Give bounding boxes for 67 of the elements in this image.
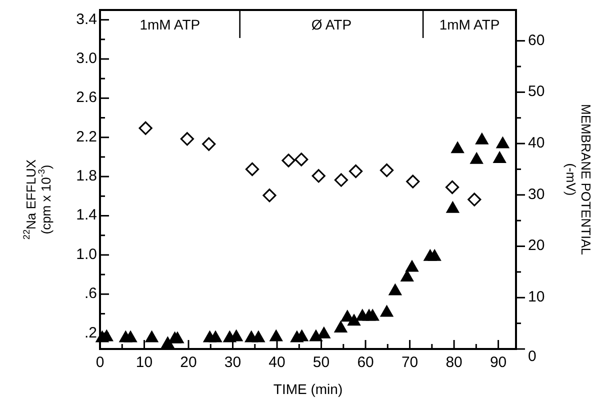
y2-tick-label: 40: [528, 134, 545, 152]
point: [493, 151, 506, 163]
y-tick-label: 3.0: [76, 50, 97, 67]
x-tick-label: 50: [312, 354, 330, 371]
point: [451, 142, 464, 154]
y-tick-label: .6: [84, 285, 97, 302]
y2-tick-label: 30: [528, 186, 545, 203]
x-tick-label: 80: [446, 354, 462, 371]
x-tick-label: 10: [136, 354, 153, 371]
point: [406, 260, 418, 272]
x-axis-title: TIME (min): [273, 381, 343, 397]
point: [380, 163, 394, 178]
point: [380, 305, 394, 317]
point: [124, 330, 138, 342]
annotation: 1mM ATP: [140, 16, 200, 33]
point: [202, 137, 216, 151]
point: [400, 270, 414, 282]
point: [348, 164, 363, 178]
annotation: 1mM ATP: [439, 16, 500, 33]
x-tick-label: 40: [268, 354, 286, 371]
x-tick-label: 60: [357, 354, 374, 371]
point: [138, 121, 152, 135]
point: [245, 162, 260, 176]
point: [312, 169, 326, 183]
point: [161, 336, 174, 348]
point: [270, 330, 283, 342]
y2-tick-label: 50: [528, 83, 545, 100]
point: [282, 154, 296, 168]
point: [262, 188, 276, 202]
point: [209, 330, 222, 342]
point: [475, 132, 488, 144]
x-tick-label: 30: [224, 354, 242, 371]
point: [446, 201, 460, 213]
point: [445, 180, 460, 194]
point: [145, 330, 158, 342]
point: [470, 152, 484, 164]
x-tick-label: 90: [490, 354, 507, 371]
point: [366, 309, 380, 321]
point: [388, 284, 402, 296]
y-tick-label: 2.2: [76, 128, 97, 146]
point: [252, 330, 265, 342]
x-tick-label: 70: [401, 354, 418, 371]
y2-tick-label: 60: [528, 32, 545, 49]
y-tick-label: 1.8: [76, 168, 97, 185]
point: [180, 132, 194, 146]
point: [334, 173, 348, 187]
point: [309, 330, 322, 342]
point: [348, 314, 361, 326]
point: [406, 174, 420, 188]
y-tick-label: .2: [84, 324, 97, 342]
y2-axis-title: MEMBRANE POTENTIAL (-mV): [563, 104, 594, 255]
point: [334, 320, 348, 332]
y-tick-label: 2.6: [76, 89, 97, 106]
x-tick-label: 0: [96, 354, 104, 371]
x-tick-label: 20: [180, 354, 197, 371]
point: [317, 326, 330, 338]
y-tick-label: 3.4: [76, 10, 97, 28]
y-tick-label: 1.4: [76, 206, 97, 224]
y-tick-label: 1.0: [76, 246, 97, 263]
point: [170, 332, 184, 344]
point: [468, 192, 482, 206]
point: [294, 152, 308, 166]
point: [496, 136, 510, 148]
y2-tick-label: 20: [528, 237, 545, 254]
point: [428, 249, 442, 261]
y2-tick-label: 10: [528, 288, 545, 306]
annotation: Ø ATP: [311, 16, 352, 33]
